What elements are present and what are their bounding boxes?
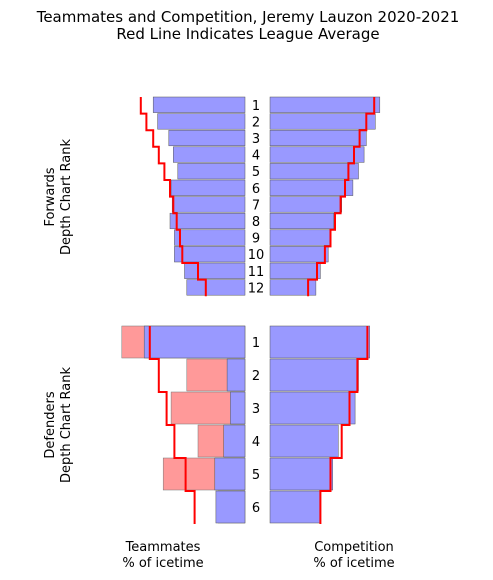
forwards-teammates-bar-12 (186, 279, 246, 296)
forwards-teammates-bar-10 (174, 246, 246, 263)
defenders-rank-label-1: 1 (252, 336, 260, 351)
competition-xlabel-line-2: % of icetime (313, 556, 394, 571)
defenders-competition-bar-5 (269, 457, 333, 491)
forwards-rank-label-11: 11 (248, 265, 265, 280)
forwards-competition-bar-11 (269, 262, 321, 279)
forwards-rank-label-12: 12 (248, 281, 265, 296)
defenders-teammates-league-avg-line (148, 326, 196, 524)
forwards-competition-bar-4 (269, 146, 365, 163)
forwards-teammates-bar-8 (169, 212, 246, 230)
y-axis-labels: Forwards Depth Chart Rank Defenders Dept… (43, 139, 74, 484)
forwards-teammates-league-avg-line (139, 97, 207, 297)
forwards-competition-bar-9 (269, 229, 331, 246)
defenders-rank-label-2: 2 (252, 369, 260, 384)
forwards-ylabel-line-1: Forwards (43, 167, 58, 226)
forwards-teammates-bar-4 (173, 146, 246, 163)
defenders-rank-label-5: 5 (252, 468, 260, 483)
defenders-rank-label-3: 3 (252, 402, 260, 417)
forwards-rank-label-10: 10 (248, 248, 265, 263)
defenders-rank-label-4: 4 (252, 435, 260, 450)
forwards-competition-bar-1 (269, 96, 381, 113)
forwards-competition-league-avg-line (307, 97, 376, 297)
defenders-competition-bar-6 (269, 490, 321, 524)
title-line-2: Red Line Indicates League Average (116, 25, 379, 43)
forwards-rank-label-4: 4 (252, 149, 260, 164)
forwards-teammates-bar-5 (177, 163, 246, 180)
forwards-competition-bar-12 (269, 279, 317, 296)
title-line-1: Teammates and Competition, Jeremy Lauzon… (36, 8, 460, 26)
defenders-ylabel-line-2: Depth Chart Rank (59, 367, 74, 484)
defenders-competition-bar-2 (269, 358, 359, 392)
defenders-competition-bar-1 (269, 325, 370, 359)
forwards-teammates-bar-9 (174, 229, 246, 246)
forwards-teammates-bar-11 (184, 262, 246, 279)
forwards-teammates-bar-6 (170, 179, 246, 196)
forwards-rank-label-3: 3 (252, 132, 260, 147)
defenders-teammates-bar-1 (143, 325, 246, 359)
teammates-xlabel-line-1: Teammates (125, 540, 201, 555)
forwards-teammates-bar-1 (152, 96, 246, 113)
forwards-competition-bar-3 (269, 129, 367, 147)
forwards-rank-label-1: 1 (252, 99, 260, 114)
chart-title: Teammates and Competition, Jeremy Lauzon… (36, 8, 460, 43)
defenders-rank-label-6: 6 (252, 501, 260, 516)
forwards-competition-bar-7 (269, 196, 342, 213)
forwards-competition-bar-8 (269, 212, 335, 230)
forwards-rank-label-8: 8 (252, 215, 260, 230)
forwards-teammates-bar-2 (157, 113, 246, 130)
forwards-competition-bar-6 (269, 179, 354, 196)
forwards-ylabel-line-2: Depth Chart Rank (59, 139, 74, 256)
forwards-teammates-bar-3 (168, 129, 246, 147)
forwards-rank-label-6: 6 (252, 182, 260, 197)
forwards-competition-bar-2 (269, 113, 376, 130)
defenders-teammates-bar-6 (215, 490, 246, 524)
defenders-teammates-bar-3 (230, 391, 246, 425)
defenders-teammates-bar-4 (223, 424, 246, 458)
forwards-competition-bar-5 (269, 163, 359, 180)
forwards-teammates-bar-7 (171, 196, 246, 213)
defenders-competition-bar-3 (269, 391, 356, 425)
forwards-rank-label-5: 5 (252, 165, 260, 180)
forwards-rank-label-9: 9 (252, 232, 260, 247)
x-axis-labels: Teammates % of icetime Competition % of … (122, 540, 394, 571)
teammates-xlabel-line-2: % of icetime (122, 556, 203, 571)
defenders-competition-bar-4 (269, 424, 339, 458)
competition-xlabel-line-1: Competition (314, 540, 394, 555)
forwards-rank-label-2: 2 (252, 115, 260, 130)
forwards-competition-bar-10 (269, 246, 329, 263)
forwards-rank-label-7: 7 (252, 198, 260, 213)
defenders-teammates-bar-2 (226, 358, 246, 392)
defenders-teammates-bar-5 (214, 457, 246, 491)
defenders-ylabel-line-1: Defenders (43, 391, 58, 458)
defenders-competition-league-avg-line (319, 326, 369, 524)
